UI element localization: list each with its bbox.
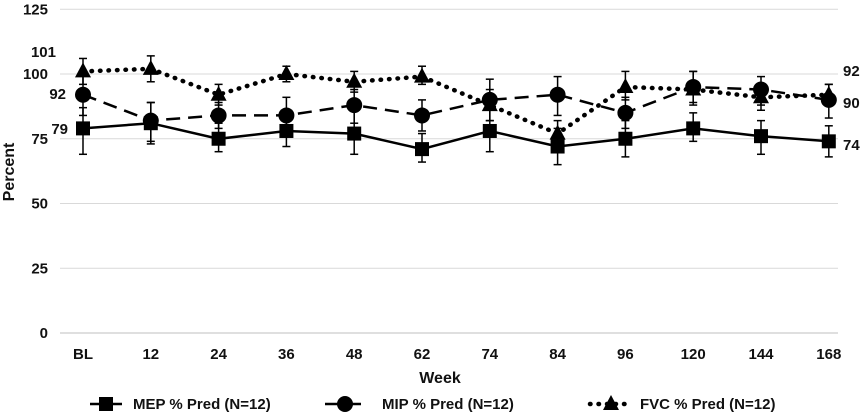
annotation-right: 90 <box>843 95 860 112</box>
data-point-triangle <box>549 124 566 140</box>
series-square <box>76 101 836 166</box>
legend-item-triangle: FVC % Pred (N=12) <box>587 395 775 413</box>
data-point-circle <box>549 86 566 103</box>
x-axis-title: Week <box>419 370 461 387</box>
y-tick-label: 25 <box>31 260 48 277</box>
x-tick-label: 48 <box>346 346 363 363</box>
data-point-square <box>482 123 497 138</box>
legend: MEP % Pred (N=12) MIP % Pred (N=12) FVC % … <box>90 395 775 413</box>
data-point-square <box>347 126 362 141</box>
x-tick-label: 62 <box>414 346 431 363</box>
annotation-left: 92 <box>49 86 66 103</box>
y-tick-label: 75 <box>31 131 48 148</box>
x-tick-label: 96 <box>617 346 634 363</box>
gridlines <box>60 8 838 269</box>
annotation-right: 74 <box>843 137 860 154</box>
data-point-square <box>211 131 226 146</box>
data-point-triangle <box>278 65 295 80</box>
x-tick-label: 36 <box>278 346 295 363</box>
data-point-square <box>686 121 701 136</box>
legend-item-circle: MIP % Pred (N=12) <box>325 396 514 413</box>
x-tick-label: BL <box>73 346 93 363</box>
data-point-triangle <box>75 62 91 78</box>
y-tick-label: 0 <box>40 325 48 342</box>
x-tick-label: 74 <box>481 346 498 363</box>
data-point-circle <box>75 86 91 103</box>
y-tick-label: 100 <box>23 66 48 83</box>
legend-label: MIP % Pred (N=12) <box>382 396 514 413</box>
y-axis-title: Percent <box>1 142 18 201</box>
data-point-square <box>618 131 633 146</box>
series-triangle <box>75 55 837 148</box>
data-point-circle <box>142 112 159 129</box>
legend-marker-triangle <box>603 395 619 410</box>
data-point-triangle <box>685 80 702 96</box>
x-tick-label: 12 <box>142 346 159 363</box>
legend-marker-square <box>99 397 113 411</box>
data-point-square <box>76 121 90 136</box>
data-point-triangle <box>753 88 769 104</box>
legend-marker-circle <box>337 396 353 412</box>
x-tick-label: 84 <box>549 346 566 363</box>
data-point-square <box>821 134 836 149</box>
data-point-circle <box>278 107 295 124</box>
data-point-triangle <box>210 85 227 101</box>
data-point-triangle <box>346 72 363 88</box>
data-point-triangle <box>617 77 634 93</box>
legend-item-square: MEP % Pred (N=12) <box>90 396 271 413</box>
legend-label: MEP % Pred (N=12) <box>133 396 271 413</box>
series-line-square <box>82 121 829 151</box>
y-tick-label: 125 <box>23 1 48 18</box>
annotation-left: 101 <box>31 44 56 61</box>
x-tick-label: 168 <box>816 346 841 363</box>
y-tick-label: 50 <box>31 196 48 213</box>
annotation-left: 79 <box>51 121 68 138</box>
data-point-circle <box>414 107 430 124</box>
data-point-triangle <box>481 96 498 112</box>
axes: 0 25 50 75 100 125 BL 12 24 36 48 62 74 84 96 120 144 168… <box>1 1 841 387</box>
series-group <box>75 55 837 166</box>
data-point-triangle <box>142 59 159 75</box>
data-point-circle <box>346 97 363 114</box>
annotation-right: 92 <box>843 63 860 80</box>
series-line-triangle <box>80 66 832 137</box>
series-line-circle <box>82 85 829 122</box>
x-tick-label: 24 <box>210 346 227 363</box>
legend-label: FVC % Pred (N=12) <box>640 396 775 413</box>
data-point-triangle <box>414 67 430 83</box>
annotations: 101 92 79 92 90 74 <box>31 44 860 154</box>
x-tick-label: 144 <box>748 346 774 363</box>
x-tick-label: 120 <box>681 346 706 363</box>
data-point-square <box>754 129 768 144</box>
data-point-square <box>415 142 429 157</box>
data-point-circle <box>210 107 227 124</box>
data-point-triangle <box>820 85 837 101</box>
data-point-circle <box>617 104 634 121</box>
